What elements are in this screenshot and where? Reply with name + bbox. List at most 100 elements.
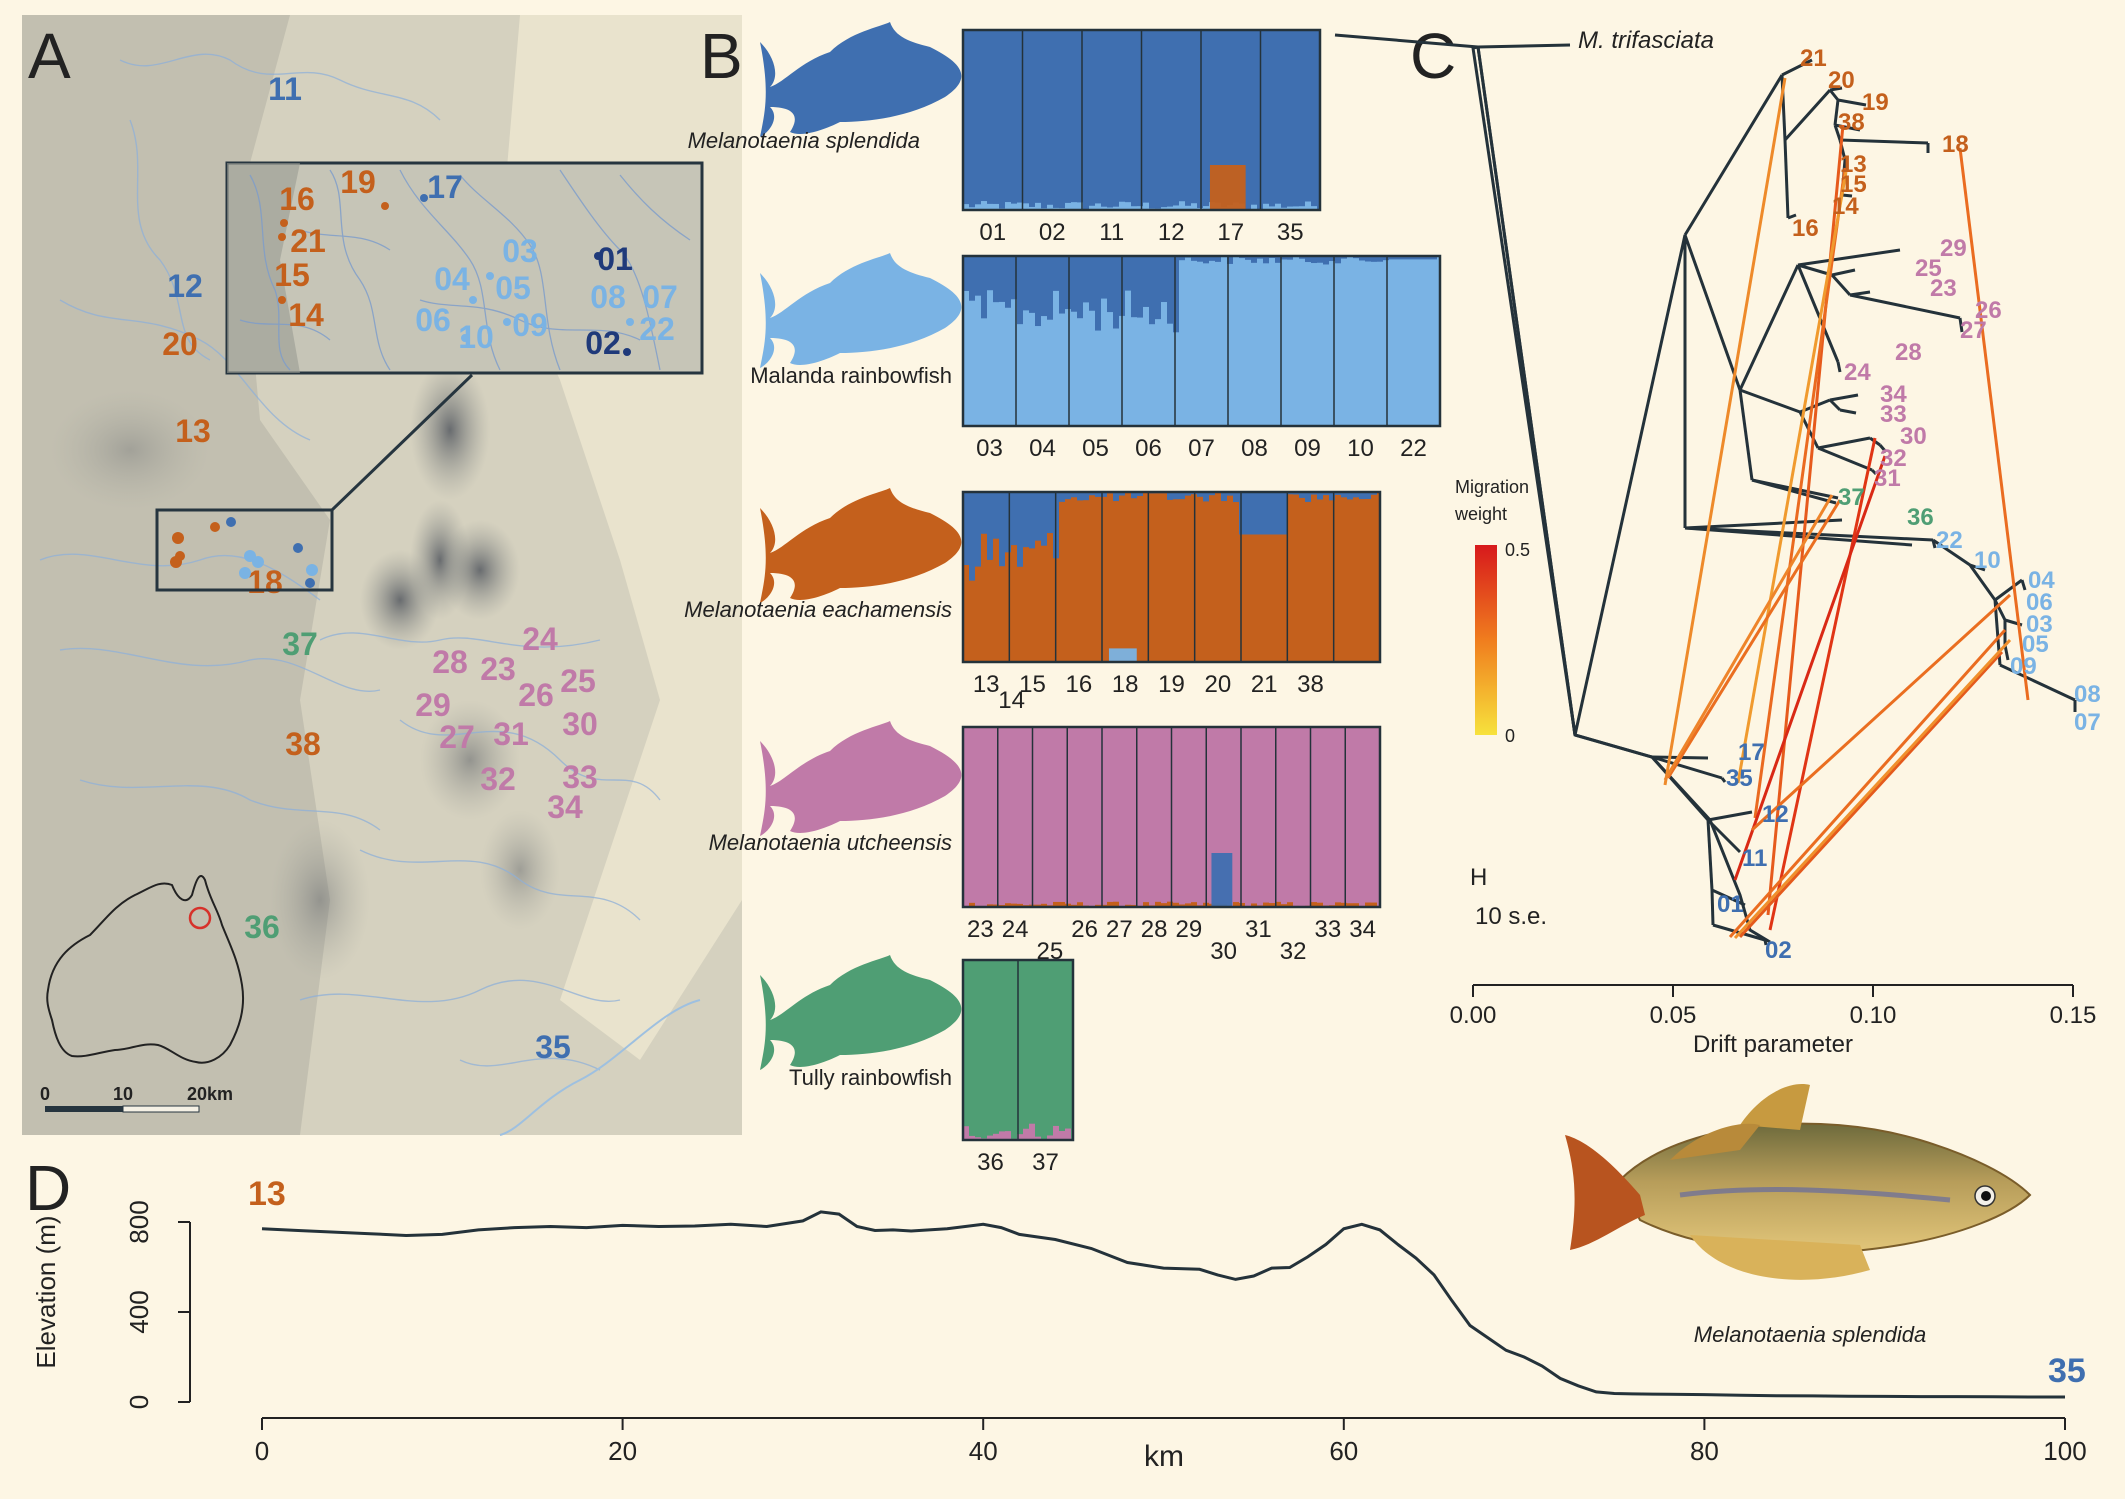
admixture-pop-label-01: 01 (979, 219, 1006, 246)
map-site-30: 30 (562, 706, 598, 742)
species-name-eachamensis: Melanotaenia eachamensis (684, 597, 952, 622)
admixture-pop-label-18: 18 (1112, 671, 1139, 698)
inset-site-22: 22 (639, 311, 675, 347)
admixture-pop-label-35: 35 (1277, 219, 1304, 246)
tree-tip-08: 08 (2074, 681, 2101, 708)
tree-tip-36: 36 (1907, 504, 1934, 531)
tree-tip-24: 24 (1844, 359, 1871, 386)
map-site-25: 25 (560, 663, 596, 699)
tree-tip-27: 27 (1960, 317, 1987, 344)
tree-tip-15: 15 (1840, 171, 1867, 198)
admixture-pop-label-16: 16 (1065, 671, 1092, 698)
panel-label-a: A (28, 20, 71, 92)
map-site-38: 38 (285, 726, 321, 762)
admixture-pop-label-28: 28 (1141, 916, 1168, 943)
map-scale-bar: 0 10 20km (40, 1084, 233, 1113)
map-catchments (39, 53, 661, 1071)
drift-axis-label: Drift parameter (1693, 1031, 1853, 1058)
study-area-marker (188, 906, 212, 930)
admixture-pop-label-34: 34 (1349, 916, 1376, 943)
inset-site-05: 05 (495, 270, 531, 306)
map-mountain (420, 700, 520, 820)
tree-tip-31: 31 (1874, 465, 1901, 492)
inset-site-07: 07 (642, 279, 678, 315)
tree-tip-10: 10 (1974, 547, 2001, 574)
admixture-pop-label-20: 20 (1204, 671, 1231, 698)
drift-tick-0: 0.00 (1450, 1002, 1497, 1029)
admixture-pop-label-31: 31 (1245, 916, 1272, 943)
map-mountain (480, 810, 560, 930)
elevation-tick-labels: 0 20 40 60 80 100 0 400 800 (124, 1200, 2087, 1466)
admixture-pop-label-05: 05 (1082, 435, 1109, 462)
fish-anal-fin (1690, 1235, 1870, 1280)
fish-photo (1565, 1084, 2032, 1280)
map-site-29: 29 (415, 687, 451, 723)
map-mountain (440, 520, 520, 620)
map-site-32: 32 (480, 761, 516, 797)
tree-tip-35: 35 (1726, 765, 1753, 792)
admixture-pop-label-17: 17 (1217, 219, 1244, 246)
map-site-28: 28 (432, 644, 468, 680)
admixture-plots (961, 28, 1442, 1142)
admixture-pop-label-21: 21 (1251, 671, 1278, 698)
tree-tip-03: 03 (2026, 611, 2053, 638)
admixture-pop-label-26: 26 (1071, 916, 1098, 943)
inset-site-dot (594, 252, 602, 260)
map-site-11: 11 (268, 71, 302, 107)
admixture-pop-label-14: 14 (998, 687, 1025, 714)
admixture-pop-label-19: 19 (1158, 671, 1185, 698)
tree-tip-29: 29 (1940, 235, 1967, 262)
inset-site-dot (278, 233, 286, 241)
map-site-13: 13 (175, 413, 211, 449)
map-site-33: 33 (562, 759, 598, 795)
map-site-27: 27 (439, 719, 475, 755)
inset-site-19: 19 (340, 164, 376, 200)
admixture-pop-label-36: 36 (977, 1149, 1004, 1176)
locator-dots (170, 517, 318, 588)
elevation-profile-line (261, 1210, 2065, 1399)
admixture-pop-label-06: 06 (1135, 435, 1162, 462)
tree-tip-07: 07 (2074, 709, 2101, 736)
profile-end-site: 35 (2048, 1352, 2086, 1390)
admixture-pop-label-04: 04 (1029, 435, 1056, 462)
admixture-pop-label-09: 09 (1294, 435, 1321, 462)
inset-site-14: 14 (288, 297, 324, 333)
migration-edges (1663, 77, 2030, 940)
tree-tip-16: 16 (1792, 215, 1819, 242)
admixture-pop-label-38: 38 (1297, 671, 1324, 698)
inset-site-dot (420, 194, 428, 202)
fish-midlateral-stripe (1679, 1187, 1951, 1203)
elevation-x-tick-label-60: 60 (1329, 1436, 1358, 1466)
tree-tip-11: 11 (1742, 845, 1767, 872)
admixture-plot-eachamensis (961, 490, 1382, 664)
tree-tip-23: 23 (1930, 275, 1957, 302)
map-site-37: 37 (282, 626, 318, 662)
fish-silhouette-utcheensis (760, 721, 962, 836)
panel-label-d: D (25, 1152, 71, 1224)
tree-tip-12: 12 (1762, 801, 1789, 828)
admixture-pop-label-30: 30 (1210, 938, 1237, 965)
inset-site-02: 02 (585, 325, 621, 361)
residual-scale-text: 10 s.e. (1475, 903, 1547, 930)
map-mountain (410, 360, 490, 500)
tree-tip-30: 30 (1900, 423, 1927, 450)
inset-site-16: 16 (279, 181, 315, 217)
fish-silhouette-tully (760, 955, 962, 1070)
inset-site-09: 09 (512, 307, 548, 343)
panel-label-c: C (1410, 20, 1456, 92)
inset-site-dot (280, 219, 288, 227)
tree-tip-04: 04 (2028, 567, 2055, 594)
tree-tip-32: 32 (1880, 445, 1907, 472)
tree-tip-22: 22 (1936, 527, 1963, 554)
tree-tip-09: 09 (2010, 653, 2037, 680)
map-hill-shade (22, 15, 330, 1135)
map-site-34: 34 (547, 789, 583, 825)
admixture-plot-splendida (961, 28, 1322, 212)
tree-tip-20: 20 (1828, 67, 1855, 94)
species-name-malanda: Malanda rainbowfish (750, 363, 952, 388)
inset-site-dot (461, 334, 469, 342)
tree-tip-34: 34 (1880, 381, 1907, 408)
map-site-12: 12 (167, 268, 203, 304)
